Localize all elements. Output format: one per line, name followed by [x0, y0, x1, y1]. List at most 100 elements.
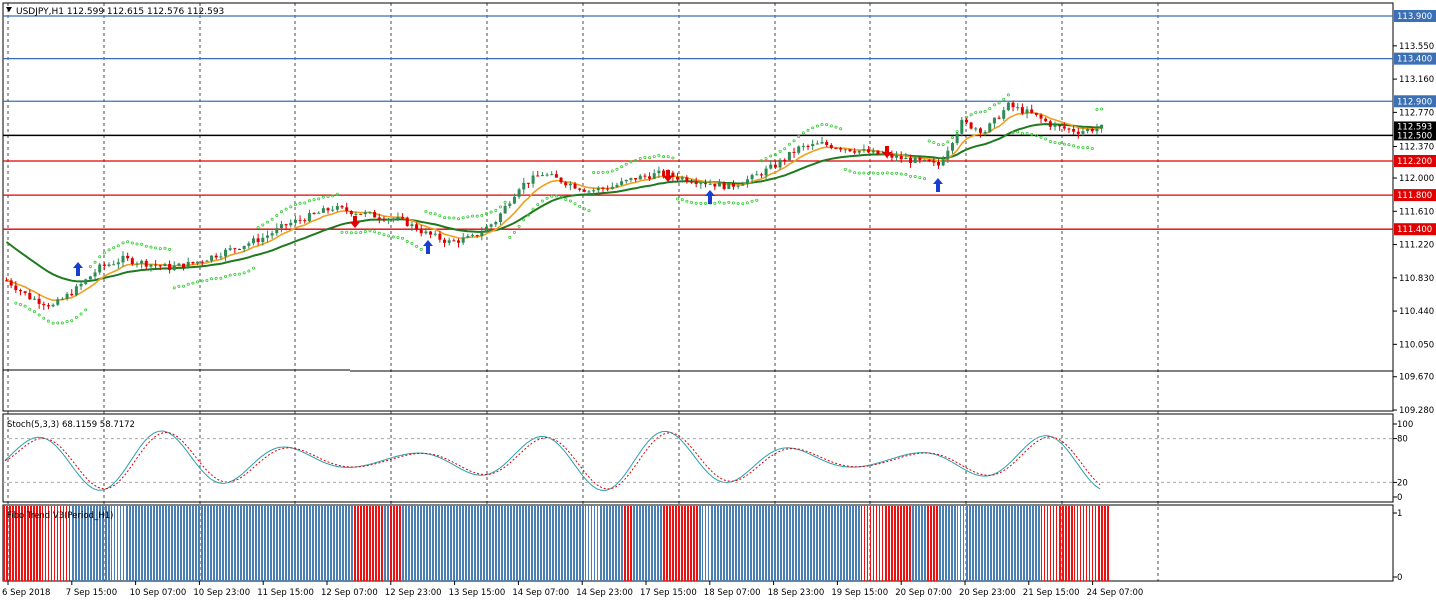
trend-bar: [45, 506, 46, 581]
sar-dot: [373, 230, 377, 234]
candle-body: [46, 305, 50, 307]
candle-body: [321, 208, 325, 213]
sar-dot: [769, 154, 773, 158]
candle-body: [256, 238, 260, 243]
sar-dot: [1034, 134, 1038, 138]
sar-dot: [731, 201, 735, 205]
trend-bar: [540, 506, 542, 581]
trend-bar: [492, 506, 494, 581]
stoch-signal-line: [4, 431, 1101, 490]
level-tag: [1394, 189, 1436, 202]
candle-body: [643, 175, 647, 177]
candle-body: [559, 177, 563, 183]
trend-bar: [57, 506, 58, 581]
sar-dot: [74, 315, 78, 319]
trend-bar: [792, 506, 794, 581]
sar-dot: [820, 123, 824, 127]
sar-dot: [559, 195, 563, 199]
trend-bar: [888, 506, 890, 581]
sar-dot: [32, 310, 36, 314]
trend-bar: [528, 506, 530, 581]
sar-dot: [773, 153, 777, 157]
trend-bar: [909, 506, 911, 581]
sar-dot: [56, 321, 60, 325]
sar-dot: [200, 279, 204, 283]
trend-bar: [918, 506, 920, 581]
trend-bar: [321, 506, 323, 581]
sar-dot: [79, 312, 83, 316]
sar-dot: [391, 235, 395, 239]
candle-body: [783, 159, 787, 161]
sar-dot: [205, 278, 209, 282]
trend-bar: [348, 506, 350, 581]
candle-body: [214, 255, 218, 258]
trend-bar: [624, 506, 626, 581]
trend-bar: [573, 506, 575, 581]
candle-body: [652, 173, 656, 179]
trend-bar: [828, 506, 830, 581]
trend-bar: [246, 506, 248, 581]
trend-bar: [708, 506, 709, 581]
candle-body: [247, 243, 251, 246]
trend-bar: [996, 506, 998, 581]
trend-bar: [789, 506, 791, 581]
trend-bar: [948, 506, 950, 581]
candle-body: [60, 298, 64, 300]
candle-body: [573, 183, 577, 189]
sar-dot: [498, 205, 502, 209]
candle-body: [452, 240, 456, 242]
trend-bar: [546, 506, 548, 581]
trend-bar: [711, 506, 713, 581]
sar-dot: [433, 212, 437, 216]
trend-bar: [396, 506, 398, 581]
sar-dot: [601, 170, 605, 174]
candle-body: [51, 304, 55, 307]
sar-dot: [289, 205, 293, 209]
trend-bar: [591, 506, 592, 581]
trend-bar: [339, 506, 341, 581]
sar-dot: [578, 204, 582, 208]
candle-body: [219, 256, 223, 258]
candle-body: [345, 207, 349, 212]
trend-bar: [648, 506, 650, 581]
candle-body: [741, 184, 745, 186]
trend-bar: [777, 506, 779, 581]
sar-dot: [359, 231, 363, 235]
trend-bar: [939, 506, 941, 581]
candle-body: [28, 292, 32, 300]
sar-dot: [228, 273, 232, 277]
candle-body: [317, 212, 321, 214]
trend-bar: [201, 506, 203, 581]
candle-body: [126, 255, 130, 259]
main-price-pane[interactable]: [2, 2, 1394, 412]
candle-body: [610, 186, 614, 190]
trend-bar: [543, 506, 545, 581]
candle-body: [186, 261, 190, 268]
sar-dot: [93, 260, 97, 264]
trend-bar: [300, 506, 302, 581]
trend-bar: [735, 506, 737, 581]
candle-body: [690, 181, 694, 183]
sar-dot: [881, 171, 885, 175]
trend-bar: [489, 506, 491, 581]
level-label: 111.400: [1397, 225, 1432, 235]
sar-dot: [522, 218, 526, 222]
trend-bar: [234, 506, 236, 581]
buy-arrow-icon: [933, 178, 943, 192]
sar-dot: [923, 177, 927, 181]
sar-dot: [950, 136, 954, 140]
trend-bar: [255, 506, 257, 581]
candle-body: [974, 128, 978, 130]
trend-bar: [810, 506, 812, 581]
trend-bar: [105, 506, 107, 581]
menu-triangle-icon[interactable]: [6, 7, 12, 12]
level-tag: [1394, 95, 1436, 108]
sar-dot: [1011, 131, 1015, 135]
stochastic-pane[interactable]: [2, 413, 1394, 503]
candle-body: [1062, 126, 1066, 129]
candle-body: [368, 211, 372, 213]
sar-dot: [387, 234, 391, 238]
trend-bar: [387, 506, 389, 581]
